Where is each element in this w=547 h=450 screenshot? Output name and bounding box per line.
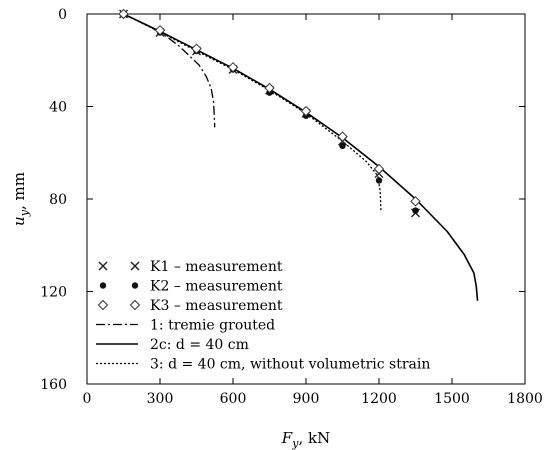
legend-item: K3 – measurement [97, 298, 283, 314]
y-axis-title: uy, mm [10, 172, 31, 226]
x-axis-label: Fy, kN [281, 429, 330, 450]
legend-symbol [98, 261, 108, 271]
y-tick-label: 40 [49, 100, 67, 116]
x-tick-label: 600 [220, 391, 247, 407]
legend-symbol [99, 282, 107, 289]
x-axis-title: Fy, kN [281, 429, 330, 450]
legend-item: 3: d = 40 cm, without volumetric strain [96, 357, 430, 373]
x-marker-stroke [98, 261, 108, 271]
data-point-diamond [264, 82, 275, 94]
legend-label: 3: d = 40 cm, without volumetric strain [150, 357, 430, 373]
data-point-dot [412, 207, 419, 214]
x-axis-symbol: F [281, 429, 293, 447]
x-tick-label: 300 [147, 391, 174, 407]
legend-symbol [129, 299, 141, 311]
x-tick-label: 1200 [361, 391, 397, 407]
x-tick-label: 0 [83, 391, 92, 407]
x-marker-stroke [130, 261, 140, 271]
y-axis-label: uy, mm [10, 172, 31, 226]
x-tick-label: 1800 [507, 391, 543, 407]
x-tick-label: 900 [293, 391, 320, 407]
legend-item: K1 – measurement [98, 259, 283, 275]
x-axis-unit: , kN [298, 429, 330, 447]
series-line-dotted [123, 13, 382, 211]
y-tick-label: 120 [40, 285, 67, 301]
legend-symbol [130, 261, 140, 271]
data-point-diamond [118, 8, 129, 20]
y-tick-label: 0 [58, 7, 67, 23]
legend-label: 1: tremie grouted [150, 318, 275, 334]
legend-label: K3 – measurement [150, 298, 283, 314]
y-axis-symbol: u [10, 216, 28, 226]
x-tick-label: 1500 [434, 391, 470, 407]
y-tick-label: 80 [49, 192, 67, 208]
data-point-diamond [410, 196, 421, 207]
legend-item: K2 – measurement [99, 279, 283, 295]
series-line-solid [123, 13, 479, 301]
data-point-diamond [154, 24, 166, 36]
y-tick-label: 160 [40, 377, 67, 393]
data-point-diamond [337, 131, 348, 142]
legend-label: K1 – measurement [150, 259, 283, 275]
legend-symbol [131, 282, 139, 289]
legend: K1 – measurement K2 – measurement K3 – mea… [96, 259, 430, 373]
data-point-diamond [300, 105, 312, 117]
legend-item: 1: tremie grouted [96, 318, 275, 334]
data-point-diamond [373, 163, 385, 175]
data-point-dot [375, 177, 383, 184]
plot-area-group: 0 300 600 900 1200 1500 1800 0 40 80 120 160 [40, 7, 543, 407]
legend-label: 2c: d = 40 cm [150, 337, 249, 353]
data-point-dot [339, 142, 346, 150]
series-line-dashdot [123, 13, 216, 128]
legend-item: 2c: d = 40 cm [96, 337, 249, 353]
y-axis-unit: , mm [10, 172, 28, 210]
data-point-diamond [227, 61, 239, 73]
y-axis-subscript: y [18, 209, 31, 217]
legend-symbol [97, 299, 109, 311]
data-point-diamond [191, 43, 202, 54]
x-axis-subscript: y [291, 437, 299, 450]
legend-label: K2 – measurement [150, 279, 283, 295]
